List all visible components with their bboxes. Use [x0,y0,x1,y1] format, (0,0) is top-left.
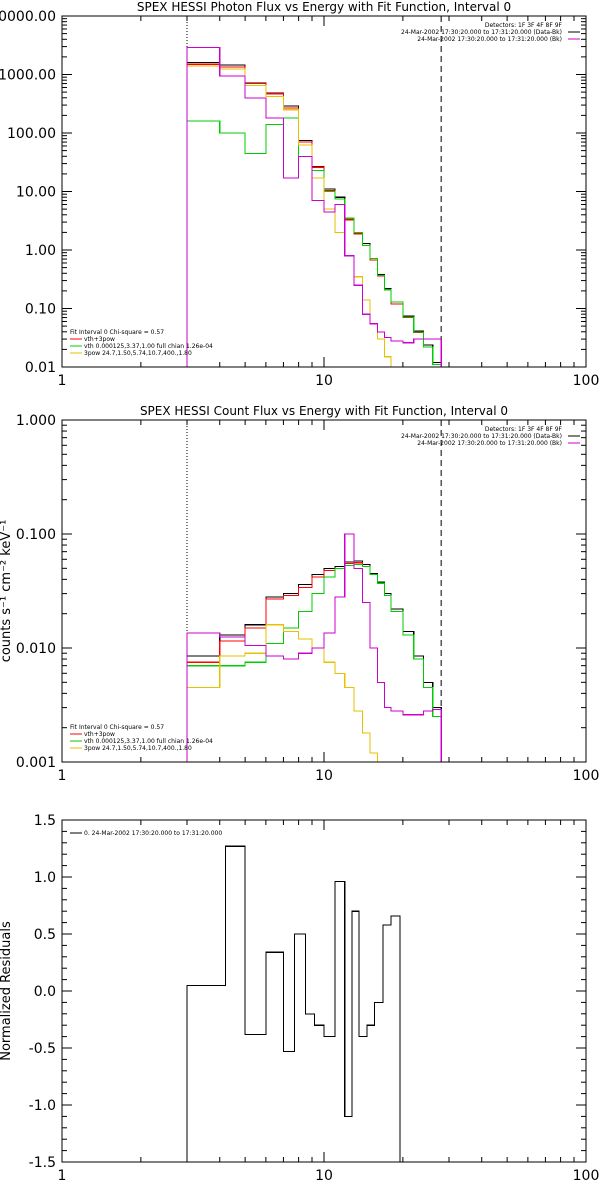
legend-entry: 24-Mar-2002 17:30:20.000 to 17:31:20.000… [401,433,562,440]
x-tick-label: 100 [573,768,600,784]
legend-entry: vth+3pow [84,731,115,738]
y-tick-label: 0.001 [16,755,56,771]
chart-panel-1: SPEX HESSI Photon Flux vs Energy with Fi… [0,0,599,389]
chart-title: SPEX HESSI Photon Flux vs Energy with Fi… [137,0,511,14]
y-tick-label: 1000.00 [0,68,56,84]
series-line-1 [186,560,442,762]
y-tick-label: 10.00 [16,185,56,201]
legend-entry: Detectors: 1F 3F 4F 8F 9F [485,426,563,433]
legend-entry: vth 0.000125,3.37,1.00 full chian 1.26e-… [84,343,213,350]
x-tick-label: 1 [58,768,67,784]
series-line-3 [186,563,442,762]
y-tick-label: -0.5 [29,1041,56,1057]
legend-entry: 24-Mar-2002 17:30:20.000 to 17:31:20.000… [417,440,562,447]
chart-panel-2: SPEX HESSI Count Flux vs Energy with Fit… [0,404,599,784]
y-tick-label: -1.5 [29,1155,56,1171]
y-tick-label: 1.00 [25,243,56,259]
legend-entry: vth 0.000125,3.37,1.00 full chian 1.26e-… [84,738,213,745]
plot-frame [61,819,587,1163]
legend-entry: Detectors: 1F 3F 4F 8F 9F [485,22,563,29]
series-line-1 [186,845,401,1162]
series-line-1 [186,62,442,367]
plot-frame [61,15,587,368]
x-tick-label: 10 [315,373,333,389]
y-tick-label: 0.5 [34,927,56,943]
series-group [186,845,401,1162]
series-line-5 [186,46,442,367]
series-group [186,46,442,367]
x-tick-label: 1 [58,1168,67,1184]
chart-title: SPEX HESSI Count Flux vs Energy with Fit… [140,404,508,418]
series-line-5 [186,533,442,762]
y-tick-label: 10000.00 [0,9,56,25]
y-tick-label: 0.100 [16,527,56,543]
x-tick-label: 10 [315,768,333,784]
y-tick-label: 0.010 [16,641,56,657]
y-tick-label: 1.000 [16,413,56,429]
y-tick-label: 0.10 [25,302,56,318]
legend-entry: 3pow 24.7,1.50,5.74,10.7,400.,1.80 [84,350,192,357]
series-line-3 [186,117,442,367]
y-tick-label: 1.0 [34,870,56,886]
series-line-2 [186,562,442,762]
x-tick-label: 10 [315,1168,333,1184]
legend-entry: 0. 24-Mar-2002 17:30:20.000 to 17:31:20.… [84,830,222,837]
legend-entry: Fit Interval 0 Chi-square = 0.57 [70,329,164,336]
plot-frame [61,419,587,763]
y-tick-label: 1.5 [34,813,56,829]
x-tick-label: 1 [58,373,67,389]
y-axis-label: counts s⁻¹ cm⁻² keV⁻¹ [0,520,14,663]
series-group [186,533,442,762]
chart-panel-3: Normalized Residuals 1 10 100 -1.5 -1.0 -0.5 0.… [0,813,599,1184]
y-tick-label: 0.01 [25,360,56,376]
legend-entry: 24-Mar-2002 17:30:20.000 to 17:31:20.000… [417,36,562,43]
series-line-2 [186,63,442,367]
y-tick-label: 100.00 [7,126,56,142]
legend-entry: 3pow 24.7,1.50,5.74,10.7,400.,1.80 [84,745,192,752]
y-axis-label: Normalized Residuals [0,921,14,1061]
series-line-4 [186,624,385,762]
y-tick-label: 0.0 [34,984,56,1000]
legend-entry: 24-Mar-2002 17:30:20.000 to 17:31:20.000… [401,29,562,36]
y-tick-label: -1.0 [29,1098,56,1114]
legend-entry: vth+3pow [84,336,115,343]
legend-entry: Fit Interval 0 Chi-square = 0.57 [70,724,164,731]
x-tick-label: 100 [573,1168,600,1184]
x-tick-label: 100 [573,373,600,389]
